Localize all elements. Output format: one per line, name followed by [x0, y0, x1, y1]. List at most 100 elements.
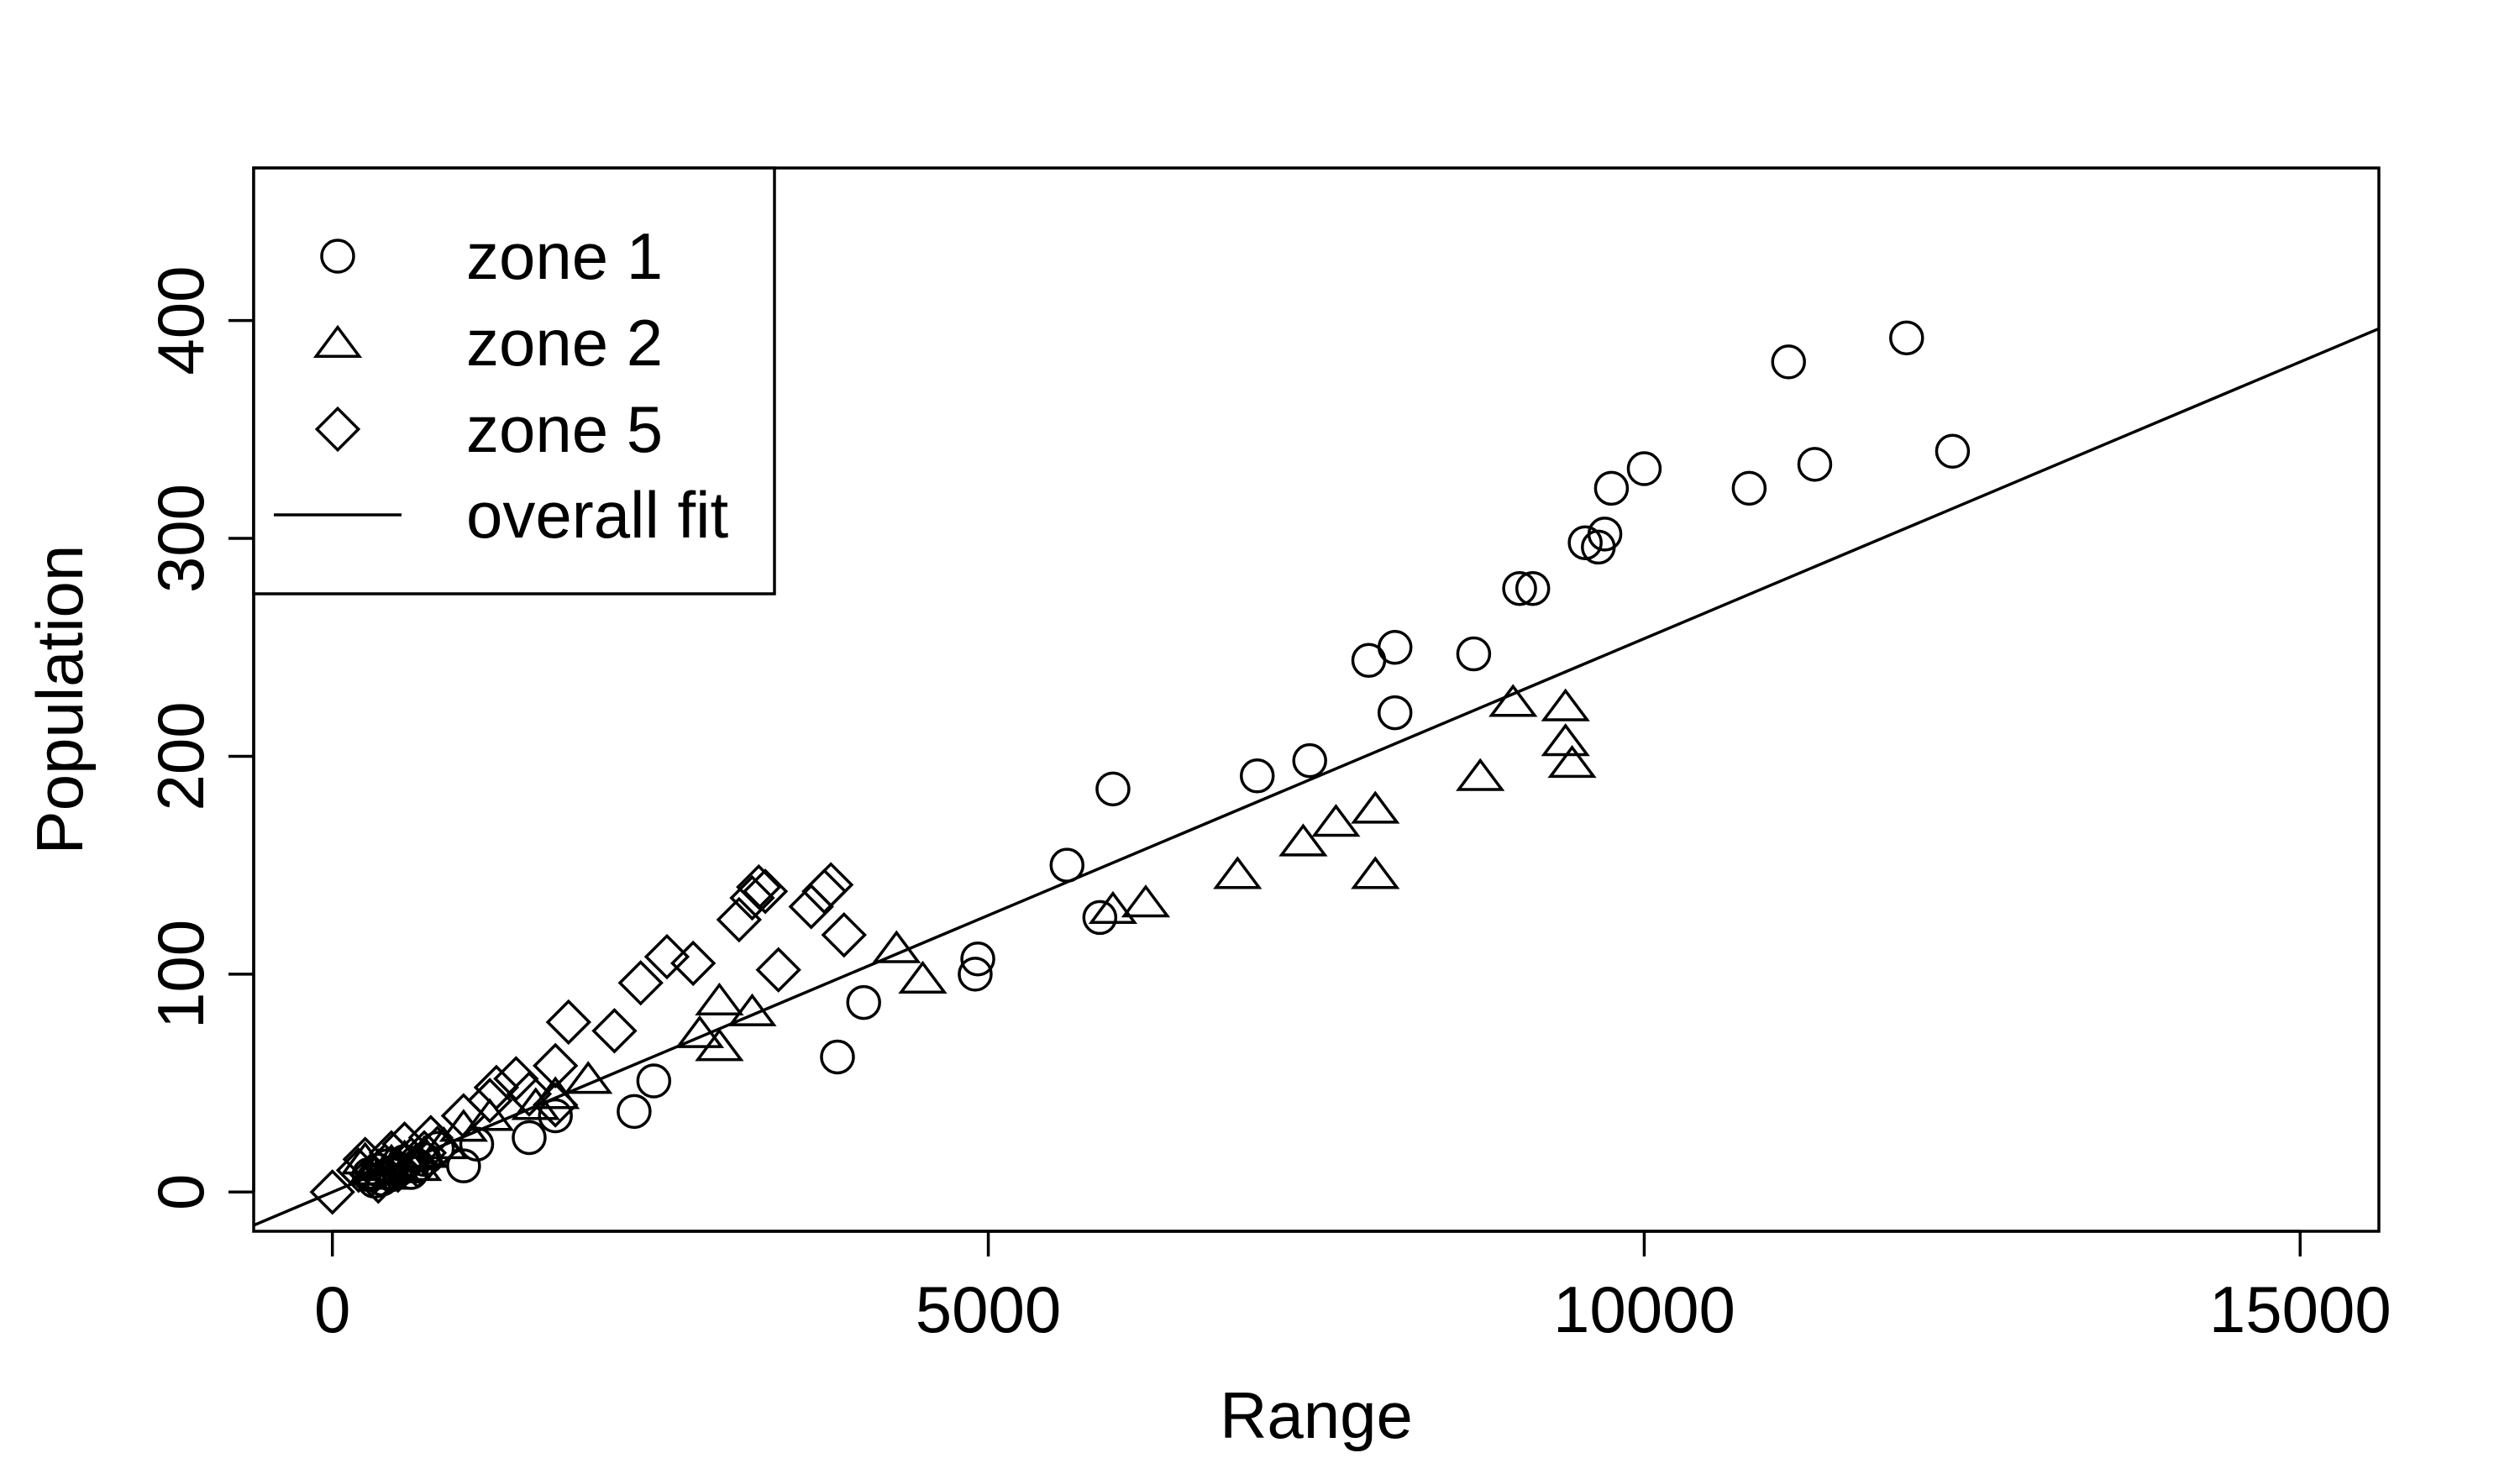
data-point-triangle — [1278, 823, 1328, 857]
data-point-diamond — [643, 933, 690, 980]
x-axis-label: Range — [1220, 1378, 1413, 1452]
data-point-circle — [1456, 636, 1492, 672]
data-point-diamond — [466, 1078, 513, 1124]
data-point-diamond — [821, 912, 867, 958]
data-point-triangle — [1121, 884, 1171, 918]
data-point-diamond — [401, 1130, 448, 1176]
data-point-circle — [1935, 433, 1971, 469]
y-axis-label: Population — [23, 545, 97, 855]
legend-triangle-icon — [312, 324, 363, 358]
data-point-diamond — [506, 1071, 553, 1117]
data-point-circle — [1515, 570, 1551, 606]
x-tick-label: 10000 — [1553, 1272, 1735, 1346]
data-point-circle — [1593, 470, 1630, 506]
data-point-triangle — [695, 982, 744, 1015]
data-point-circle — [960, 941, 995, 977]
legend-label: zone 5 — [466, 392, 663, 466]
series-zone-5 — [309, 862, 867, 1215]
data-point-diamond — [407, 1115, 454, 1161]
data-point-triangle — [1311, 804, 1361, 837]
data-point-diamond — [545, 999, 591, 1046]
data-point-circle — [958, 957, 993, 992]
points-layer — [309, 320, 1971, 1215]
data-point-circle — [1377, 695, 1413, 731]
data-point-diamond — [533, 1082, 579, 1128]
x-tick-label: 5000 — [916, 1272, 1062, 1346]
data-point-circle — [1082, 900, 1118, 936]
data-point-circle — [1567, 525, 1603, 560]
data-point-diamond — [807, 862, 854, 908]
data-point-triangle — [1541, 723, 1590, 757]
legend-label: zone 2 — [466, 306, 663, 380]
data-point-triangle — [1088, 890, 1138, 924]
data-point-circle — [846, 984, 881, 1020]
data-point-triangle — [675, 1015, 725, 1048]
y-tick-label: 300 — [144, 484, 218, 593]
data-point-circle — [1797, 447, 1833, 482]
data-point-circle — [1889, 320, 1924, 356]
data-point-triangle — [1213, 856, 1263, 889]
data-point-diamond — [493, 1056, 539, 1102]
x-tick-label: 15000 — [2209, 1272, 2391, 1346]
data-point-diamond — [617, 960, 664, 1006]
data-point-diamond — [788, 884, 834, 930]
legend-box — [252, 166, 776, 595]
y-tick-label: 400 — [144, 266, 218, 375]
fit-line-layer — [254, 327, 2379, 1227]
legend-circle-icon — [320, 239, 355, 274]
data-point-triangle — [1351, 856, 1400, 889]
data-point-diamond — [742, 868, 789, 915]
plot-frame — [252, 166, 2381, 1233]
data-point-diamond — [716, 896, 763, 943]
y-tick-label: 200 — [144, 701, 218, 810]
y-tick-label: 0 — [144, 1174, 218, 1210]
data-point-circle — [1771, 344, 1806, 380]
legend-label: overall fit — [466, 478, 728, 552]
data-point-triangle — [564, 1061, 613, 1094]
data-point-diamond — [736, 863, 782, 910]
data-point-diamond — [414, 1125, 460, 1172]
data-point-circle — [1292, 742, 1327, 779]
legend: zone 1 zone 2 zone 5 overall fit — [252, 166, 776, 595]
data-point-triangle — [1547, 745, 1597, 779]
x-tick-label: 0 — [314, 1272, 350, 1346]
data-point-circle — [1731, 470, 1767, 506]
data-point-diamond — [670, 940, 717, 987]
data-point-diamond — [473, 1064, 520, 1110]
data-point-diamond — [801, 868, 848, 915]
data-point-circle — [1626, 451, 1662, 486]
data-point-circle — [538, 1098, 573, 1134]
data-point-circle — [1377, 629, 1413, 665]
data-point-triangle — [1456, 758, 1505, 791]
data-point-diamond — [755, 947, 801, 993]
data-point-circle — [1239, 758, 1275, 794]
data-point-circle — [1095, 771, 1131, 807]
data-point-triangle — [1351, 790, 1400, 824]
legend-diamond-icon — [314, 406, 361, 453]
data-point-diamond — [335, 1147, 382, 1193]
overall-fit-line — [254, 327, 2379, 1227]
data-point-diamond — [309, 1169, 355, 1215]
data-point-circle — [617, 1094, 652, 1130]
data-point-circle — [1587, 517, 1623, 552]
data-point-triangle — [1488, 684, 1538, 717]
data-point-circle — [1502, 570, 1537, 606]
data-point-circle — [512, 1120, 547, 1156]
y-tick-label: 100 — [144, 920, 218, 1029]
data-point-circle — [820, 1039, 855, 1075]
data-point-diamond — [533, 1042, 579, 1089]
legend-label: zone 1 — [466, 219, 663, 293]
data-point-triangle — [898, 960, 948, 994]
data-point-circle — [1049, 847, 1085, 883]
data-point-circle — [446, 1148, 481, 1183]
data-point-triangle — [872, 930, 921, 963]
data-point-triangle — [465, 1098, 515, 1131]
data-point-diamond — [591, 1008, 638, 1054]
data-point-triangle — [511, 1087, 560, 1120]
data-point-circle — [636, 1063, 672, 1099]
data-point-diamond — [729, 874, 775, 921]
data-point-diamond — [375, 1147, 421, 1193]
data-point-triangle — [695, 1028, 744, 1062]
